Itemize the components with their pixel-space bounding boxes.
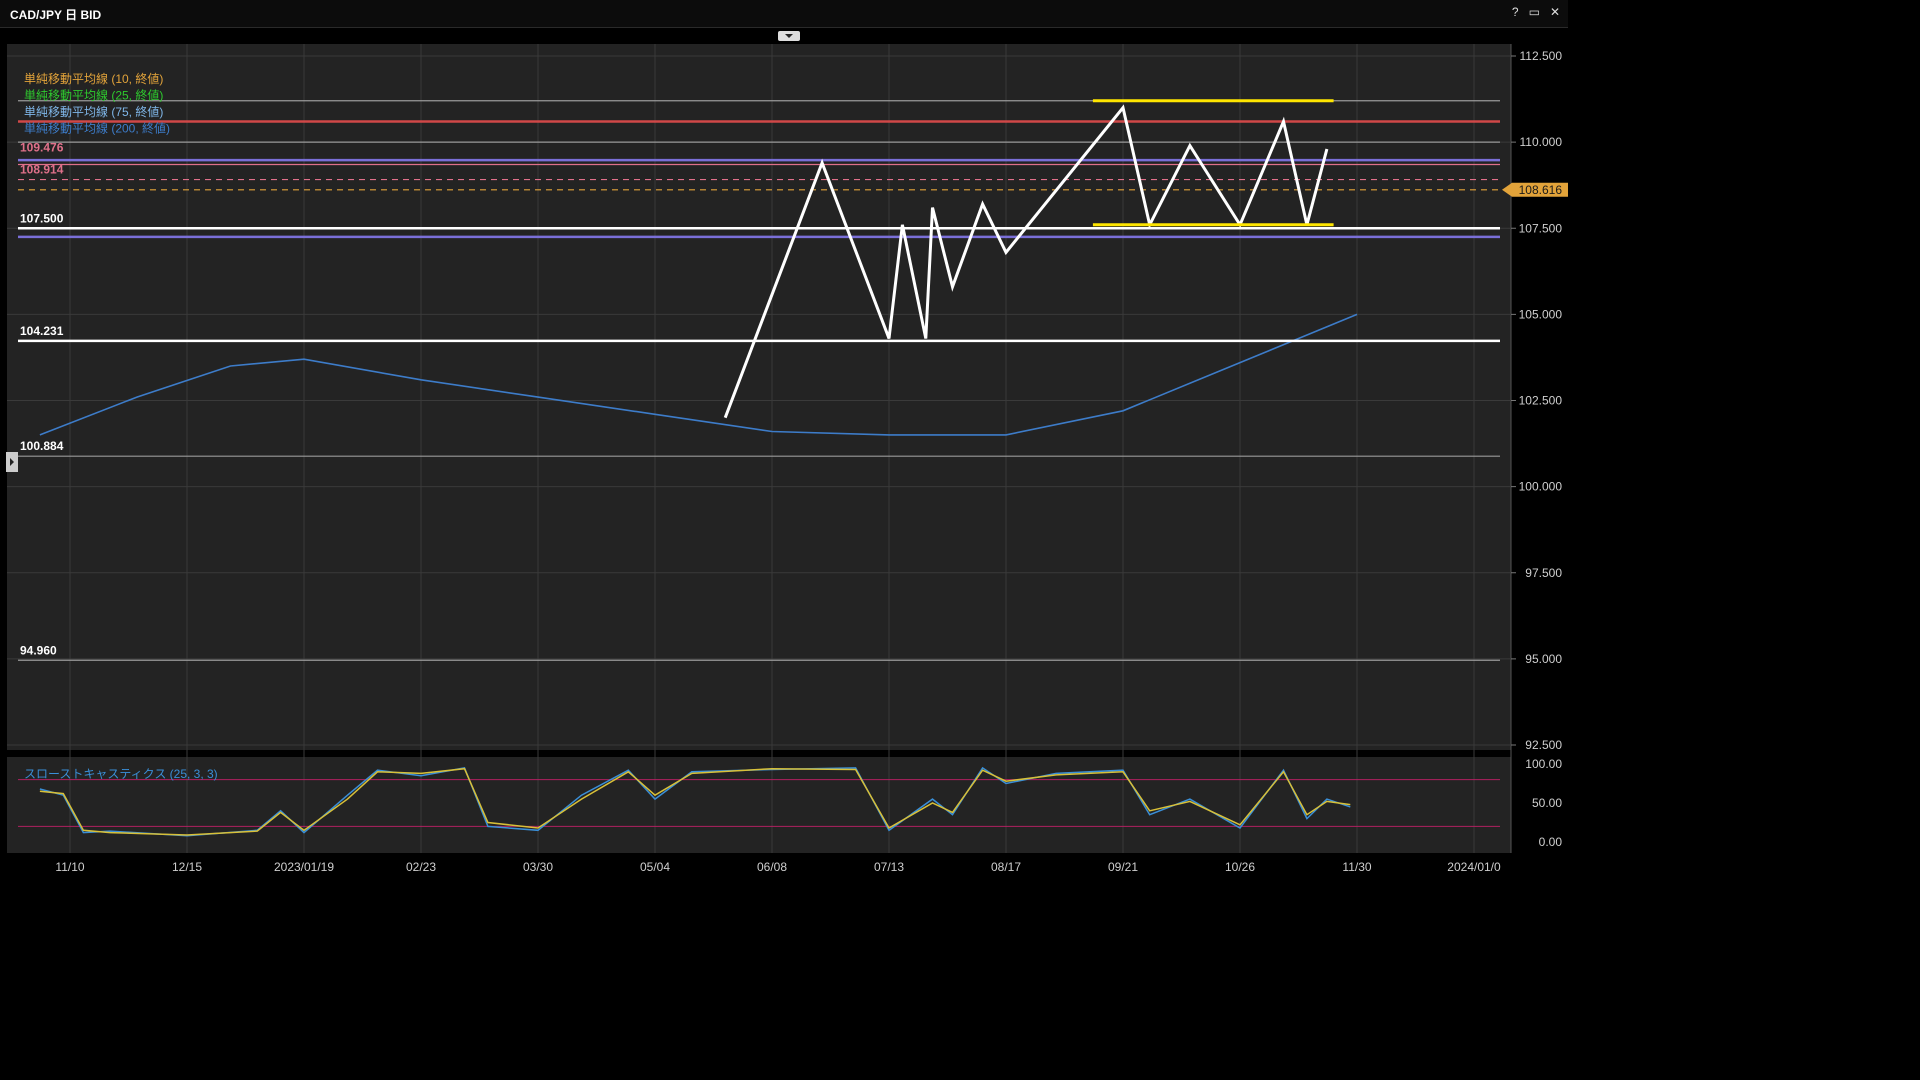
price-tick-label: 107.500 — [1519, 221, 1563, 235]
price-tag-shape — [1502, 182, 1568, 197]
current-price-label: 108.616 — [1519, 183, 1563, 197]
legend-item: 単純移動平均線 (25, 終値) — [24, 88, 163, 103]
legend-item: 単純移動平均線 (10, 終値) — [24, 71, 163, 86]
ma-200-line — [39, 313, 1358, 436]
stochastic-tick-label: 100.00 — [1525, 757, 1562, 771]
level-label: 100.884 — [20, 439, 64, 453]
price-axis-labels: 112.500 110.000 107.500 105.000 102.500 100.0… — [1511, 49, 1562, 752]
date-tick-label: 10/26 — [1225, 860, 1255, 874]
level-label: 104.231 — [20, 324, 64, 338]
price-pane[interactable] — [7, 44, 1511, 750]
legend-item: 単純移動平均線 (75, 終値) — [24, 104, 163, 119]
date-tick-label: 06/08 — [757, 860, 787, 874]
date-tick-label: 2024/01/0 — [1447, 860, 1501, 874]
help-icon[interactable]: ? — [1511, 5, 1519, 19]
date-tick-label: 02/23 — [406, 860, 436, 874]
date-tick-label: 08/17 — [991, 860, 1021, 874]
date-tick-label: 05/04 — [640, 860, 670, 874]
stochastic-pane[interactable] — [7, 757, 1511, 853]
date-tick-label: 03/30 — [523, 860, 553, 874]
level-label: 94.960 — [20, 643, 57, 657]
level-labels: 109.476 108.914 107.500 104.231 100.884 94.96… — [20, 141, 64, 658]
maximize-icon[interactable]: ▭ — [1528, 5, 1540, 19]
level-label: 107.500 — [20, 211, 64, 225]
price-tick-label: 100.000 — [1519, 480, 1563, 494]
channel-lines — [1092, 99, 1334, 227]
stochastic-tick-label: 0.00 — [1539, 835, 1563, 849]
current-price-tag: 108.616 — [1502, 182, 1568, 197]
date-tick-label: 07/13 — [874, 860, 904, 874]
stochastic-axis-labels: 100.00 50.00 0.00 — [1525, 757, 1562, 849]
stochastic-lines — [18, 766, 1500, 837]
date-tick-label: 2023/01/19 — [274, 860, 334, 874]
collapse-panel-button[interactable] — [778, 31, 800, 41]
price-tick-label: 110.000 — [1520, 135, 1563, 149]
price-tick-label: 92.500 — [1525, 738, 1562, 752]
date-tick-label: 09/21 — [1108, 860, 1138, 874]
trend-zigzag — [723, 104, 1329, 419]
date-axis-labels: 11/10 12/15 2023/01/19 02/23 03/30 05/04 06/08… — [55, 860, 1501, 874]
price-tick-label: 112.500 — [1520, 49, 1563, 63]
price-tick-label: 95.000 — [1525, 652, 1562, 666]
price-tick-label: 102.500 — [1519, 394, 1563, 408]
date-tick-label: 11/10 — [55, 860, 84, 874]
level-label: 109.476 — [20, 141, 64, 155]
price-tick-label: 105.000 — [1519, 307, 1563, 321]
horizontal-levels — [18, 100, 1500, 661]
ma-200-path — [39, 313, 1358, 436]
indicator-legend: 単純移動平均線 (10, 終値)単純移動平均線 (25, 終値)単純移動平均線 … — [24, 71, 170, 136]
zigzag-path — [723, 104, 1329, 419]
date-tick-label: 11/30 — [1342, 860, 1371, 874]
window-titlebar: CAD/JPY 日 BID ? ▭ ✕ — [0, 0, 1568, 28]
stochastic-series-K — [39, 766, 1351, 837]
legend-item: 単純移動平均線 (200, 終値) — [24, 121, 170, 136]
window-controls: ? ▭ ✕ — [1512, 5, 1560, 19]
window-title: CAD/JPY 日 BID — [10, 8, 102, 22]
side-panel-toggle[interactable] — [6, 452, 18, 472]
stochastic-title: スローストキャスティクス (25, 3, 3) — [24, 767, 218, 781]
chart-canvas[interactable]: 112.500 110.000 107.500 105.000 102.500 100.0… — [0, 0, 1568, 881]
date-tick-label: 12/15 — [172, 860, 202, 874]
stochastic-series-D — [39, 767, 1351, 836]
close-icon[interactable]: ✕ — [1549, 5, 1560, 19]
level-label: 108.914 — [20, 163, 64, 177]
stochastic-tick-label: 50.00 — [1532, 796, 1562, 810]
price-tick-label: 97.500 — [1525, 566, 1562, 580]
grid — [7, 44, 1511, 853]
